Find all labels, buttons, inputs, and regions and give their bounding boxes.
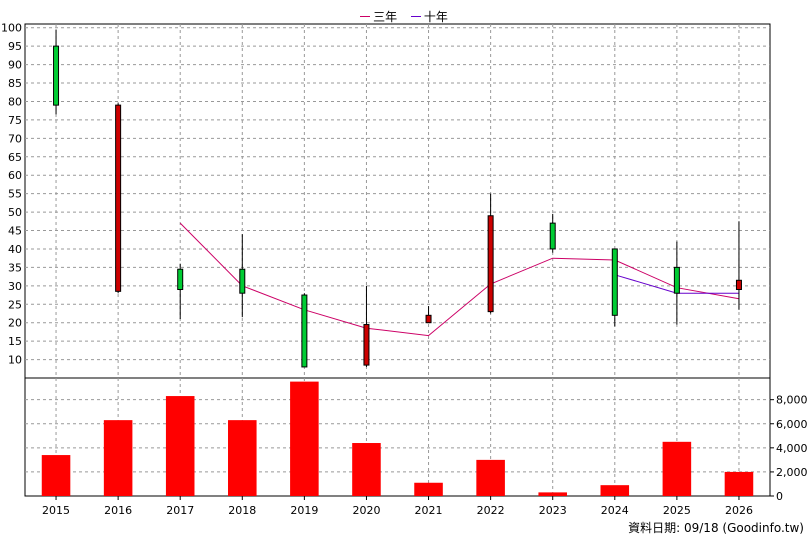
volume-bar (41, 455, 71, 496)
legend-label-ten-year: 十年 (423, 10, 448, 24)
x-tick-label: 2023 (539, 504, 567, 517)
price-tick-label: 15 (8, 335, 22, 348)
price-tick-label: 65 (8, 151, 22, 164)
candle-body (53, 45, 60, 106)
candle-body (177, 268, 184, 290)
data-date-note: 資料日期: 09/18 (Goodinfo.tw) (628, 521, 804, 535)
plot-frame (24, 23, 771, 497)
x-tick-label: 2021 (415, 504, 443, 517)
volume-tick-label: 0 (776, 490, 783, 503)
candle-body (425, 314, 432, 324)
three-year-line (179, 222, 740, 337)
x-tick-label: 2024 (601, 504, 629, 517)
volume-bar (538, 492, 567, 496)
volume-bar (352, 443, 381, 496)
volume-bar (414, 482, 443, 496)
candle-body (115, 104, 122, 292)
volume-bar (103, 420, 133, 496)
candle-body (487, 215, 494, 313)
price-tick-label: 90 (8, 59, 22, 72)
x-tick-label: 2020 (352, 504, 380, 517)
price-tick-label: 50 (8, 206, 22, 219)
x-tick-label: 2015 (42, 504, 70, 517)
x-tick-label: 2016 (104, 504, 132, 517)
candle-body (301, 294, 308, 368)
price-tick-label: 70 (8, 132, 22, 145)
x-tick-label: 2019 (290, 504, 318, 517)
price-tick-label: 75 (8, 114, 22, 127)
x-tick-label: 2025 (663, 504, 691, 517)
price-tick-label: 55 (8, 188, 22, 201)
candle-body (239, 268, 246, 294)
price-tick-label: 40 (8, 243, 22, 256)
candle-body (735, 279, 742, 290)
price-tick-label: 25 (8, 298, 22, 311)
legend-swatch-three-year (360, 16, 371, 17)
price-tick-label: 30 (8, 280, 22, 293)
candle-body (549, 222, 556, 250)
price-tick-label: 10 (8, 354, 22, 367)
price-tick-label: 35 (8, 261, 22, 274)
candle-body (363, 324, 370, 366)
legend-label-three-year: 三年 (373, 10, 398, 24)
volume-tick-label: 8,000 (776, 394, 808, 407)
price-tick-label: 85 (8, 77, 22, 90)
volume-tick-label: 2,000 (776, 466, 808, 479)
volume-bar (662, 441, 692, 496)
x-tick-label: 2022 (477, 504, 505, 517)
price-tick-label: 45 (8, 225, 22, 238)
volume-bar (600, 485, 630, 496)
price-tick-label: 20 (8, 317, 22, 330)
price-tick-label: 95 (8, 40, 22, 53)
candle-body (673, 266, 680, 294)
price-tick-label: 60 (8, 169, 22, 182)
legend-item-ten-year: 十年 (410, 8, 448, 25)
volume-bar (165, 396, 195, 496)
legend-item-three-year: 三年 (360, 8, 397, 25)
volume-bar (476, 459, 505, 496)
price-tick-label: 100 (1, 22, 22, 35)
x-tick-label: 2017 (166, 504, 194, 517)
volume-tick-label: 4,000 (776, 442, 808, 455)
x-tick-label: 2026 (725, 504, 753, 517)
volume-tick-label: 6,000 (776, 418, 808, 431)
x-tick-label: 2018 (228, 504, 256, 517)
volume-bar (290, 381, 319, 496)
volume-bar (724, 471, 754, 496)
candle-body (611, 248, 618, 316)
volume-bar (228, 420, 257, 496)
chart-legend: 三年 十年 (0, 6, 808, 25)
legend-swatch-ten-year (410, 16, 421, 17)
price-tick-label: 80 (8, 95, 22, 108)
